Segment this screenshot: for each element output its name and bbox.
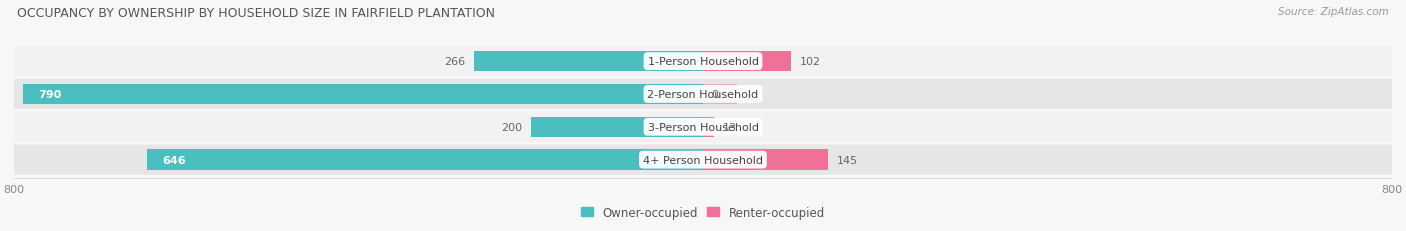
Text: 200: 200 xyxy=(501,122,522,132)
Text: 3-Person Household: 3-Person Household xyxy=(648,122,758,132)
Bar xyxy=(531,117,703,137)
Text: 1-Person Household: 1-Person Household xyxy=(648,57,758,67)
Text: Source: ZipAtlas.com: Source: ZipAtlas.com xyxy=(1278,7,1389,17)
Text: OCCUPANCY BY OWNERSHIP BY HOUSEHOLD SIZE IN FAIRFIELD PLANTATION: OCCUPANCY BY OWNERSHIP BY HOUSEHOLD SIZE… xyxy=(17,7,495,20)
Bar xyxy=(703,52,790,72)
Bar xyxy=(474,52,703,72)
Text: 13: 13 xyxy=(723,122,737,132)
Bar xyxy=(703,84,738,105)
Bar xyxy=(703,150,828,170)
Bar xyxy=(703,117,714,137)
Text: 790: 790 xyxy=(38,90,62,100)
Bar xyxy=(146,150,703,170)
Legend: Owner-occupied, Renter-occupied: Owner-occupied, Renter-occupied xyxy=(581,206,825,219)
FancyBboxPatch shape xyxy=(14,47,1392,77)
Text: 2-Person Household: 2-Person Household xyxy=(647,90,759,100)
Text: 646: 646 xyxy=(162,155,186,165)
Bar xyxy=(22,84,703,105)
Text: 0: 0 xyxy=(711,90,718,100)
Text: 266: 266 xyxy=(444,57,465,67)
FancyBboxPatch shape xyxy=(14,112,1392,142)
Text: 4+ Person Household: 4+ Person Household xyxy=(643,155,763,165)
Text: 145: 145 xyxy=(837,155,858,165)
FancyBboxPatch shape xyxy=(14,145,1392,175)
FancyBboxPatch shape xyxy=(14,79,1392,109)
Text: 102: 102 xyxy=(800,57,821,67)
